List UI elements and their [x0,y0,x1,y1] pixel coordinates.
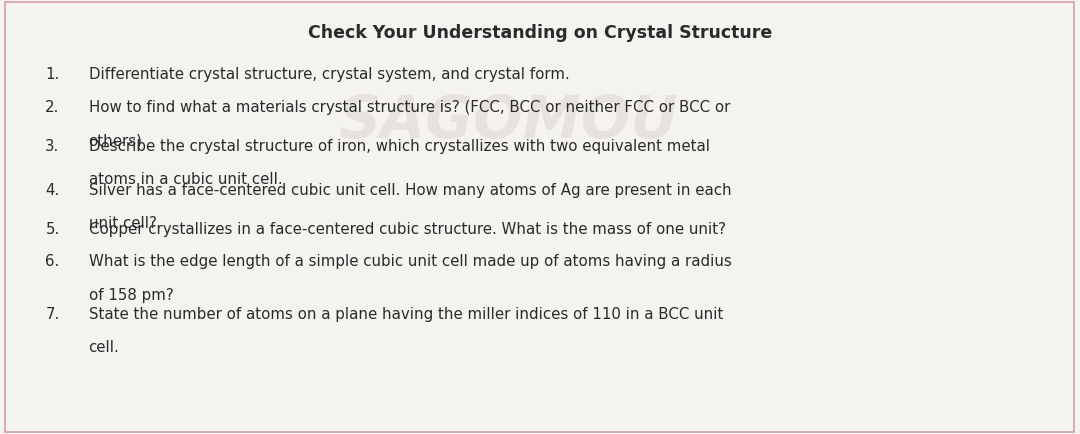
Text: 4.: 4. [45,182,59,197]
Text: Check Your Understanding on Crystal Structure: Check Your Understanding on Crystal Stru… [308,24,772,42]
Text: 1.: 1. [45,67,59,82]
Text: 2.: 2. [45,100,59,115]
Text: 7.: 7. [45,306,59,321]
Text: others): others) [89,133,143,148]
Text: 3.: 3. [45,139,59,154]
Text: 6.: 6. [45,254,59,269]
Text: State the number of atoms on a plane having the miller indices of 110 in a BCC u: State the number of atoms on a plane hav… [89,306,723,321]
Text: SAGOMOU: SAGOMOU [338,93,677,150]
Text: cell.: cell. [89,339,119,354]
FancyBboxPatch shape [5,3,1074,432]
Text: Copper crystallizes in a face-centered cubic structure. What is the mass of one : Copper crystallizes in a face-centered c… [89,221,726,236]
Text: 5.: 5. [45,221,59,236]
Text: Silver has a face-centered cubic unit cell. How many atoms of Ag are present in : Silver has a face-centered cubic unit ce… [89,182,731,197]
Text: Describe the crystal structure of iron, which crystallizes with two equivalent m: Describe the crystal structure of iron, … [89,139,710,154]
Text: What is the edge length of a simple cubic unit cell made up of atoms having a ra: What is the edge length of a simple cubi… [89,254,731,269]
Text: unit cell?: unit cell? [89,215,157,230]
Text: How to find what a materials crystal structure is? (FCC, BCC or neither FCC or B: How to find what a materials crystal str… [89,100,730,115]
Text: Differentiate crystal structure, crystal system, and crystal form.: Differentiate crystal structure, crystal… [89,67,569,82]
Text: atoms in a cubic unit cell.: atoms in a cubic unit cell. [89,172,282,187]
Text: of 158 pm?: of 158 pm? [89,287,173,302]
